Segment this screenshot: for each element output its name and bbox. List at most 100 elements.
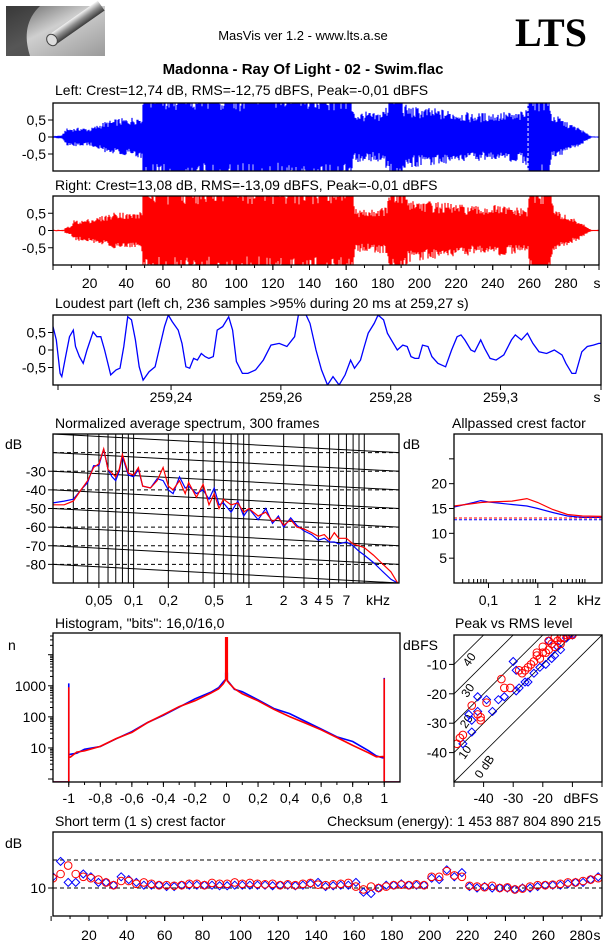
short-term-point-left	[320, 881, 331, 892]
crest-line-label: 40	[460, 650, 479, 669]
short-term-point-right	[94, 875, 103, 884]
short-term-point-right	[457, 872, 467, 882]
short-term-point-left	[472, 883, 482, 893]
right-waveform-ytick-label: 0,5	[27, 205, 47, 221]
histogram-ytick-label: 1000	[15, 678, 46, 694]
loudest-part-frame	[52, 314, 602, 386]
short-term-point-right	[593, 873, 602, 883]
peak-rms-point-left	[467, 715, 477, 725]
short-term-point-left	[457, 867, 467, 878]
peak-vs-rms-ytick-label: -30	[427, 715, 447, 731]
short-term-point-right	[389, 880, 399, 890]
loudest-xunit: s	[594, 389, 601, 405]
short-term-point-left	[63, 877, 73, 888]
short-term-point-right	[419, 880, 429, 890]
histogram-xtick-label: -1	[63, 790, 76, 806]
time-axis-xtick-label: 40	[118, 275, 134, 291]
peak-rms-point-left	[523, 677, 533, 687]
allpassed-ytick-label: 10	[431, 525, 447, 541]
spectrum-xtick-label: 0,2	[159, 592, 179, 608]
short-term-point-left	[426, 873, 437, 883]
short-term-crest-xtick-label: 200	[418, 927, 442, 943]
short-term-point-left	[78, 869, 88, 879]
peak-rms-point-right	[556, 639, 565, 649]
short-term-point-left	[563, 879, 573, 889]
peak-rms-point-right	[467, 701, 477, 710]
short-term-point-right	[56, 869, 65, 879]
short-term-point-right	[313, 880, 323, 889]
short-term-point-right	[344, 878, 353, 888]
short-term-point-right	[71, 869, 81, 879]
logo-image	[6, 0, 105, 56]
spectrum-ytick-label: -60	[26, 519, 46, 535]
allpassed-frame	[453, 433, 603, 584]
short-term-point-left	[252, 880, 263, 890]
logo-tube	[46, 0, 105, 47]
short-term-point-left	[260, 880, 270, 890]
peak-vs-rms-frame	[453, 634, 603, 783]
histogram-xtick-label: 0	[223, 790, 231, 806]
allpassed-ytick-label: 5	[439, 550, 447, 566]
allpassed-ylabel: dB	[403, 436, 420, 452]
right-waveform-ytick-label: -0,5	[22, 240, 46, 256]
short-term-crest-xtick-label: 260	[532, 927, 556, 943]
histogram-xtick-label: 0,4	[280, 790, 300, 806]
short-term-point-left	[502, 883, 513, 893]
crest-line-label: 0 dB	[472, 753, 498, 781]
right-waveform-signal	[53, 196, 599, 265]
short-term-point-left	[358, 887, 369, 897]
histogram-caption: Histogram, "bits": 16,0/16,0	[55, 615, 225, 631]
file-title: Madonna - Ray Of Light - 02 - Swim.flac	[163, 61, 444, 78]
checksum-text: Checksum (energy): 1 453 887 804 890 215	[327, 813, 601, 829]
spectrum-slope-line	[53, 470, 399, 491]
short-term-point-left	[305, 879, 316, 889]
allpassed-xtick-label: 2	[549, 592, 557, 608]
spectrum-ytick-label: -50	[26, 501, 46, 517]
peak-rms-point-left	[487, 706, 498, 717]
short-term-point-left	[578, 877, 588, 888]
short-term-xunit: s	[594, 927, 601, 943]
short-term-crest-xtick-label: 60	[157, 927, 173, 943]
peak-rms-point-left	[549, 650, 560, 661]
time-axis-xtick-label: 220	[444, 275, 468, 291]
short-term-point-left	[525, 883, 535, 893]
short-term-crest-xtick-label: 140	[304, 927, 328, 943]
peak-rms-point-right	[514, 665, 524, 675]
short-term-point-right	[359, 885, 368, 894]
peak-rms-point-right	[550, 635, 559, 643]
spectrum-ytick-label: -40	[26, 482, 46, 498]
short-term-crest-ytick-label: 10	[30, 880, 46, 896]
spectrum-slope-line	[53, 563, 399, 583]
right-waveform-plot-area	[53, 196, 599, 265]
spectrum-plot-area	[53, 434, 399, 583]
short-term-point-left	[93, 877, 104, 888]
histogram-xtick-label: 0,8	[343, 790, 363, 806]
time-axis-xtick-label: 140	[298, 275, 322, 291]
short-term-point-left	[290, 881, 301, 891]
peak-vs-rms-ylabel: dBFS	[403, 637, 438, 653]
spectrum-xtick-label: 1	[245, 592, 253, 608]
plots: 0,50-0,50,50-0,520 40 60 80 100 120 140 160 180 2…	[15, 102, 603, 943]
peak-rms-point-left	[481, 694, 492, 705]
loudest-part-xtick-label: 259,24	[150, 389, 193, 405]
crest-line-10db	[454, 635, 573, 753]
histogram-xtick-label: -0,6	[120, 790, 144, 806]
short-term-crest-frame	[52, 831, 603, 917]
loudest-part-xtick-label: 259,26	[259, 389, 302, 405]
allpassed-xtick-label: 0,1	[479, 592, 499, 608]
short-term-point-right	[548, 880, 558, 889]
short-term-point-right	[503, 883, 512, 892]
loudest-part-plot-area	[53, 315, 601, 385]
short-term-point-right	[571, 878, 580, 887]
crest-line-0db	[454, 635, 602, 782]
short-term-point-left	[245, 880, 255, 890]
short-term-point-left	[71, 877, 81, 888]
crest-line-20db	[454, 635, 544, 724]
spectrum-slope-line	[53, 452, 399, 472]
loudest-part-xtick-label: 259,28	[369, 389, 412, 405]
time-axis-xtick-label: 20	[82, 275, 98, 291]
short-term-point-left	[487, 883, 497, 893]
peak-rms-point-right	[497, 674, 506, 684]
short-term-point-right	[487, 881, 497, 891]
